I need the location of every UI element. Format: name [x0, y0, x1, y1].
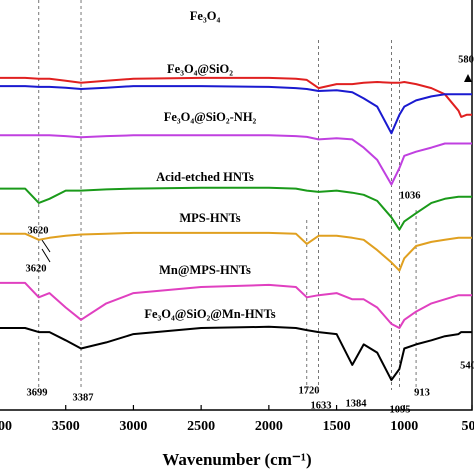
- series-label: MPS-HNTs: [179, 211, 240, 225]
- spectrum-line: [0, 85, 472, 135]
- x-tick-label: 1000: [390, 419, 418, 434]
- spectrum-line: [0, 231, 472, 272]
- peak-label: 1633: [311, 400, 332, 411]
- peak-label: 540: [460, 360, 474, 371]
- series-label: Mn@MPS-HNTs: [159, 263, 251, 277]
- x-tick-label: 3000: [119, 419, 147, 434]
- peak-label: 580: [458, 54, 474, 65]
- x-tick-label: 2000: [255, 419, 283, 434]
- spectrum-line: [0, 186, 472, 231]
- spectrum-line: [0, 76, 472, 118]
- x-tick-label: 4000: [0, 419, 12, 434]
- x-tick-label: 3500: [52, 419, 80, 434]
- x-axis-title: Wavenumber (cm⁻¹): [162, 450, 311, 469]
- x-tick-label: 1500: [323, 419, 351, 434]
- spectrum-line: [0, 325, 472, 382]
- series-label: Fe₃O₄@SiO₂@Mn-HNTs: [144, 307, 275, 321]
- x-tick-label: 2500: [187, 419, 215, 434]
- arrow: [41, 239, 51, 253]
- spectrum-line: [0, 134, 472, 186]
- arrow-head: [464, 74, 472, 82]
- peak-label: 3387: [73, 392, 94, 403]
- peak-label: 3620: [26, 263, 47, 274]
- spectrum-line: [0, 281, 472, 329]
- x-tick-label: 500: [462, 419, 474, 434]
- plot-frame: [0, 0, 473, 411]
- series-label: Fe₃O₄@SiO₂: [167, 62, 233, 76]
- series-label: Acid-etched HNTs: [156, 170, 254, 184]
- peak-label: 3699: [27, 387, 48, 398]
- arrow: [41, 248, 51, 263]
- peak-label: 1036: [400, 190, 421, 201]
- peak-label: 1095: [390, 404, 411, 415]
- peak-label: 1720: [299, 385, 320, 396]
- peak-label: 1384: [346, 398, 368, 409]
- series-label: Fe₃O₄: [190, 9, 221, 23]
- peak-label: 3620: [28, 225, 49, 236]
- series-label: Fe₃O₄@SiO₂-NH₂: [164, 110, 257, 124]
- peak-label: 913: [414, 387, 430, 398]
